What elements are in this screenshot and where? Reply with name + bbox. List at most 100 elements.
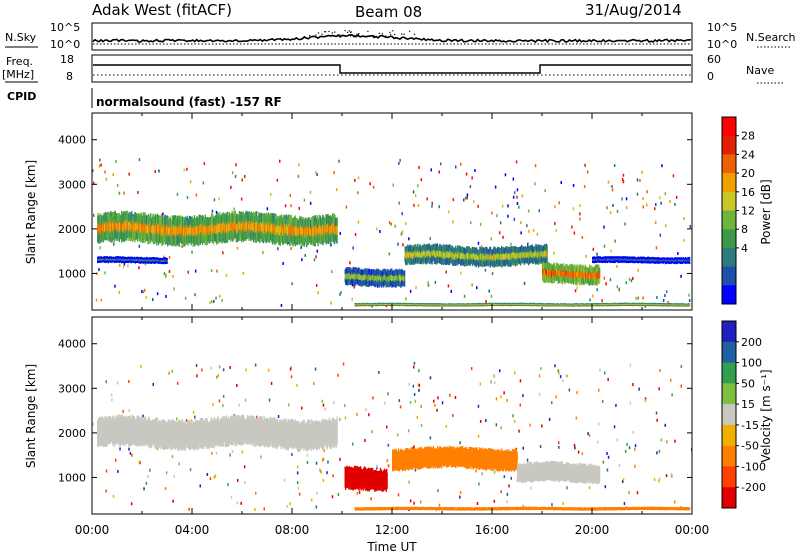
power-scatter-dot	[215, 210, 218, 214]
power-echo-cell	[115, 256, 117, 259]
power-scatter-dot	[512, 195, 515, 199]
power-echo-cell	[407, 244, 409, 251]
power-scatter-dot	[672, 174, 675, 178]
power-scatter-dot	[409, 289, 412, 293]
power-scatter-dot	[494, 185, 497, 189]
power-scatter-dot	[516, 188, 519, 192]
power-scatter-dot	[636, 192, 639, 196]
power-scatter-dot	[609, 211, 612, 215]
power-scatter-dot	[426, 197, 428, 201]
power-scatter-dot	[474, 169, 476, 172]
nsearch-dot	[344, 30, 346, 32]
nsearch-dot	[315, 34, 317, 36]
power-scatter-dot	[187, 270, 189, 274]
power-scatter-dot	[218, 197, 220, 201]
nsearch-dot	[381, 33, 383, 35]
power-echo-cell	[412, 259, 414, 265]
power-echo-cell	[146, 256, 148, 260]
power-scatter-dot	[339, 231, 341, 235]
power-echo-cell	[166, 260, 168, 262]
power-scatter-dot	[352, 246, 354, 250]
power-scatter-dot	[536, 232, 539, 236]
power-scatter-dot	[138, 244, 141, 248]
power-scatter-dot	[655, 220, 657, 224]
power-scatter-dot	[655, 203, 657, 206]
nsearch-dot	[350, 31, 352, 33]
power-scatter-dot	[471, 283, 473, 287]
power-scatter-dot	[532, 228, 535, 232]
power-scatter-dot	[233, 207, 235, 211]
freq-panel-frame	[91, 54, 693, 83]
power-scatter-dot	[434, 280, 437, 284]
power-scatter-dot	[471, 176, 473, 180]
nsearch-dot	[337, 34, 339, 36]
power-echo-cell	[147, 213, 150, 223]
power-scatter-dot	[195, 193, 198, 197]
power-scatter-dot	[504, 173, 507, 177]
nsearch-dot	[348, 30, 350, 32]
nsky-tick-bottom: 10^0	[50, 38, 80, 51]
power-scatter-dot	[168, 255, 171, 259]
power-echo-cell	[378, 302, 380, 304]
power-scatter-dot	[455, 165, 457, 169]
power-scatter-dot	[236, 246, 239, 250]
power-scatter-dot	[353, 285, 355, 289]
power-scatter-dot	[231, 171, 234, 175]
power-scatter-dot	[309, 201, 312, 205]
power-scatter-dot	[628, 277, 631, 281]
power-scatter-dot	[484, 268, 487, 272]
power-scatter-dot	[655, 246, 658, 250]
power-scatter-dot	[93, 213, 95, 217]
power-echo-cell	[336, 217, 338, 227]
power-scatter-dot	[123, 191, 125, 195]
power-scatter-dot	[515, 160, 518, 164]
power-scatter-dot	[469, 185, 472, 189]
power-scatter-dot	[460, 271, 462, 275]
power-scatter-dot	[510, 242, 512, 246]
power-scatter-dot	[413, 203, 415, 207]
power-echo-cell	[414, 258, 416, 265]
power-scatter-dot	[218, 294, 221, 298]
power-scatter-dot	[659, 196, 661, 200]
power-scatter-dot	[572, 207, 575, 211]
power-scatter-dot	[115, 160, 117, 163]
power-scatter-dot	[210, 269, 213, 273]
power-scatter-dot	[664, 294, 666, 297]
power-scatter-dot	[625, 206, 628, 210]
power-scatter-dot	[336, 188, 338, 192]
power-scatter-dot	[554, 205, 556, 209]
power-scatter-dot	[400, 232, 403, 236]
power-scatter-dot	[534, 164, 537, 168]
nsearch-dot	[324, 31, 326, 33]
power-scatter-dot	[280, 304, 283, 307]
power-echo-cell	[404, 275, 406, 282]
power-scatter-dot	[417, 204, 420, 207]
power-scatter-dot	[605, 282, 607, 286]
power-scatter-dot	[209, 301, 211, 305]
power-scatter-dot	[172, 274, 174, 278]
power-scatter-dot	[466, 196, 468, 200]
power-scatter-dot	[211, 209, 214, 213]
power-scatter-dot	[414, 194, 417, 198]
power-scatter-dot	[405, 297, 407, 301]
power-scatter-dot	[92, 169, 94, 173]
power-echo-cell	[541, 257, 543, 265]
power-echo-cell	[212, 235, 215, 245]
power-scatter-dot	[420, 178, 423, 182]
power-scatter-dot	[221, 298, 223, 302]
power-scatter-dot	[142, 290, 145, 294]
power-scatter-dot	[674, 203, 676, 206]
nsearch-dot	[409, 30, 411, 32]
power-scatter-dot	[145, 296, 147, 299]
power-scatter-dot	[279, 159, 281, 163]
nsearch-dot	[367, 30, 369, 32]
power-scatter-dot	[390, 222, 392, 226]
power-scatter-dot	[213, 198, 216, 202]
power-scatter-dot	[402, 243, 404, 247]
power-echo-cell	[336, 235, 338, 244]
power-scatter-dot	[621, 197, 623, 201]
power-scatter-dot	[128, 172, 130, 176]
nsearch-dot	[373, 35, 375, 37]
power-scatter-dot	[291, 282, 293, 286]
power-scatter-dot	[408, 237, 410, 241]
